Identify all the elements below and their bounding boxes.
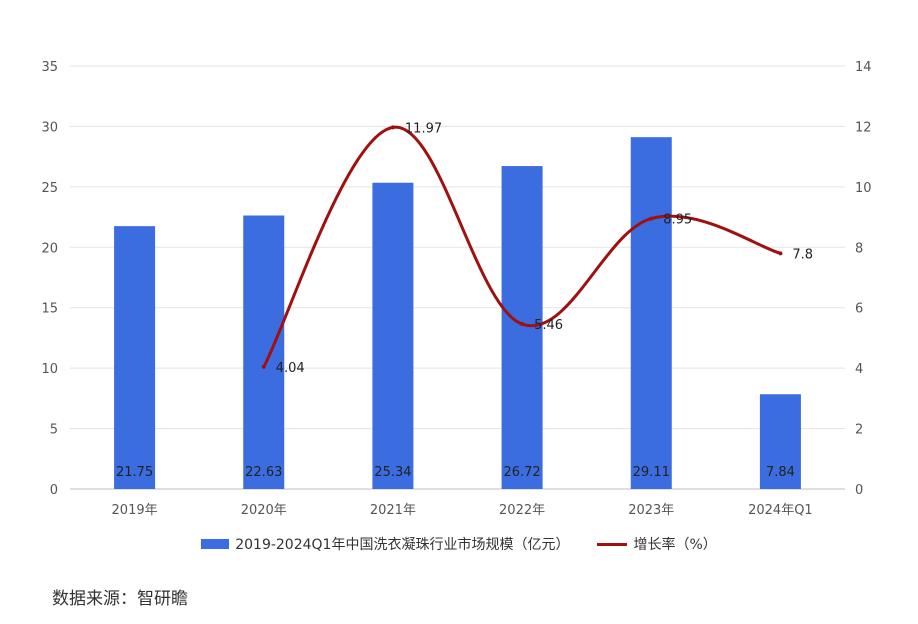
left-tick-label: 10 <box>41 362 58 377</box>
legend-item-market-size: 2019-2024Q1年中国洗衣凝珠行业市场规模（亿元） <box>201 534 569 554</box>
growth-point <box>390 125 395 130</box>
legend-item-growth: 增长率（%） <box>597 534 717 554</box>
right-tick-label: 6 <box>855 302 863 317</box>
growth-line-series <box>261 125 783 369</box>
bar-value-label: 29.11 <box>633 465 670 480</box>
right-tick-label: 0 <box>855 483 863 498</box>
x-category-label: 2024年Q1 <box>748 503 813 518</box>
bar-value-labels: 21.75 22.63 25.34 26.72 29.11 7.84 <box>116 465 795 480</box>
bar-value-label: 21.75 <box>116 465 153 480</box>
chart-canvas: 0 5 10 15 20 25 30 35 0 2 4 6 8 10 12 14 21.75 22.63 25.… <box>41 60 872 518</box>
right-tick-label: 2 <box>855 423 863 438</box>
bar-value-label: 26.72 <box>503 465 540 480</box>
bar-value-label: 25.34 <box>374 465 411 480</box>
x-category-label: 2023年 <box>628 503 674 518</box>
growth-value-label: 5.46 <box>534 318 563 333</box>
bar <box>759 394 801 489</box>
right-tick-label: 4 <box>855 362 863 377</box>
x-category-label: 2019年 <box>112 503 158 518</box>
growth-value-labels: 4.04 11.97 5.46 8.95 7.8 <box>276 121 813 376</box>
x-axis-categories: 2019年 2020年 2021年 2022年 2023年 2024年Q1 <box>112 503 813 518</box>
bar <box>630 137 672 489</box>
right-tick-label: 8 <box>855 241 863 256</box>
bar-value-label: 7.84 <box>766 465 795 480</box>
legend-label-growth: 增长率（%） <box>633 537 717 553</box>
gridlines <box>70 65 845 490</box>
left-tick-label: 30 <box>41 120 58 135</box>
legend-bar-swatch <box>201 539 230 549</box>
legend-line-swatch <box>597 542 628 546</box>
x-category-label: 2022年 <box>499 503 545 518</box>
growth-value-label: 8.95 <box>663 213 692 228</box>
legend: 2019-2024Q1年中国洗衣凝珠行业市场规模（亿元） 增长率（%） <box>0 534 918 554</box>
bar <box>243 215 285 489</box>
right-tick-label: 12 <box>855 120 872 135</box>
growth-value-label: 11.97 <box>405 121 442 136</box>
growth-point <box>778 251 783 256</box>
bar-series <box>114 137 801 490</box>
left-tick-label: 15 <box>41 302 58 317</box>
left-tick-label: 5 <box>50 423 58 438</box>
left-axis-ticks: 0 5 10 15 20 25 30 35 <box>41 60 58 498</box>
right-axis-ticks: 0 2 4 6 8 10 12 14 <box>855 60 872 498</box>
bar <box>114 226 156 489</box>
left-tick-label: 25 <box>41 181 58 196</box>
bar <box>372 182 414 490</box>
left-tick-label: 35 <box>41 60 58 75</box>
left-tick-label: 0 <box>50 483 58 498</box>
growth-point <box>261 364 266 369</box>
growth-value-label: 7.8 <box>792 247 813 262</box>
x-category-label: 2021年 <box>370 503 416 518</box>
growth-value-label: 4.04 <box>276 361 305 376</box>
source-note: 数据来源：智研瞻 <box>52 589 188 609</box>
growth-point <box>649 216 654 221</box>
growth-point <box>520 322 525 327</box>
legend-label-market-size: 2019-2024Q1年中国洗衣凝珠行业市场规模（亿元） <box>235 537 570 553</box>
bar <box>501 166 543 490</box>
right-tick-label: 10 <box>855 181 872 196</box>
growth-line <box>262 125 781 368</box>
bar-value-label: 22.63 <box>245 465 282 480</box>
x-category-label: 2020年 <box>241 503 287 518</box>
right-tick-label: 14 <box>855 60 872 75</box>
left-tick-label: 20 <box>41 241 58 256</box>
